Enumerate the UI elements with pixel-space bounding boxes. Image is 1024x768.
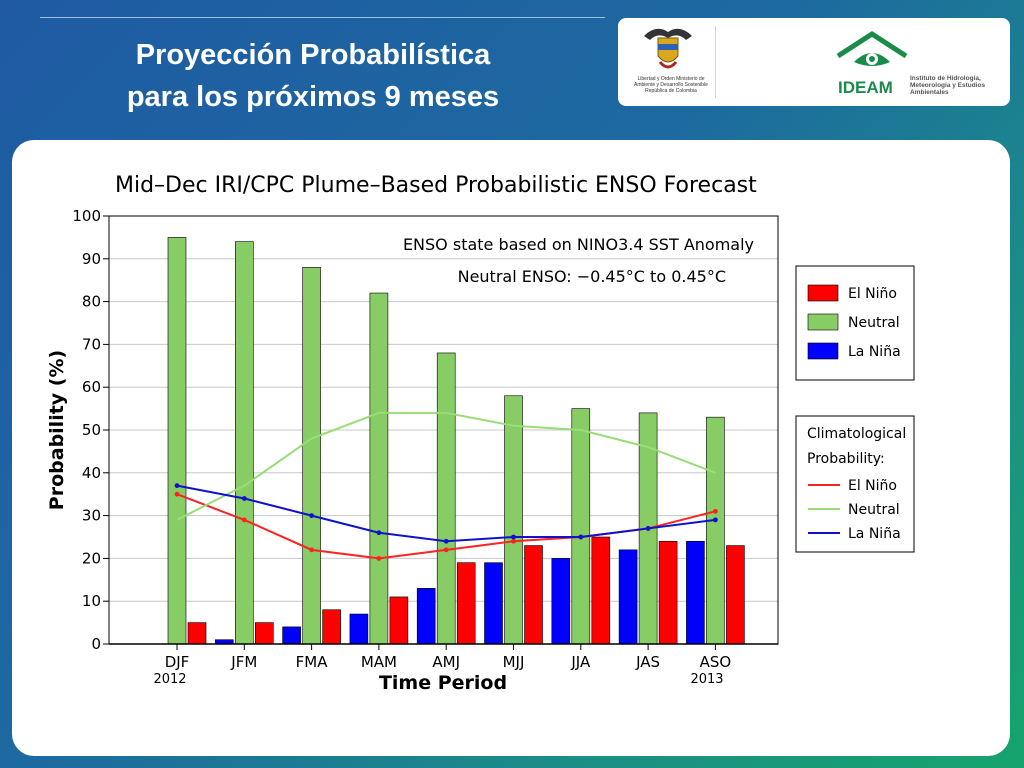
y-tick-label: 50 — [82, 421, 101, 439]
y-tick-label: 100 — [72, 207, 101, 225]
climatology-point-el-nino — [443, 547, 449, 553]
climatology-point-la-nina — [645, 526, 651, 531]
climatology-legend-label-el-nino: El Niño — [848, 478, 897, 494]
climatology-point-la-nina — [174, 483, 180, 489]
bar-el-nino — [389, 596, 409, 645]
climatology-point-la-nina — [376, 530, 382, 536]
bar-la-nina — [551, 558, 571, 645]
bar-el-nino — [658, 540, 678, 645]
bar-la-nina — [484, 562, 503, 645]
bar-el-nino — [524, 545, 543, 645]
x-axis-label: Time Period — [379, 672, 507, 694]
ideam-wordmark: IDEAM — [838, 78, 893, 97]
year-label-first: 2012 — [153, 672, 186, 687]
chart-title: Mid–Dec IRI/CPC Plume–Based Probabilisti… — [115, 173, 757, 198]
bar-neutral — [571, 408, 591, 645]
ideam-logo-icon — [836, 31, 908, 66]
bar-el-nino — [322, 609, 341, 645]
climatology-point-el-nino — [713, 508, 718, 514]
x-tick-label: DJF — [165, 653, 190, 671]
climatology-title-line2: Probability: — [807, 451, 885, 467]
slide-title: Proyección Probabilística para los próxi… — [78, 34, 548, 118]
y-tick-label: 30 — [82, 507, 101, 525]
climatology-point-la-nina — [443, 538, 449, 544]
bar-la-nina — [686, 540, 705, 645]
y-tick-label: 40 — [82, 464, 101, 482]
bar-neutral — [235, 241, 254, 645]
climatology-point-el-nino — [309, 547, 314, 553]
climatology-point-la-nina — [241, 496, 247, 501]
x-tick-label: AMJ — [432, 653, 460, 671]
y-tick-label: 60 — [82, 378, 101, 396]
climatology-line-neutral — [176, 411, 716, 521]
legend-swatch-el-nino — [807, 284, 839, 302]
bar-la-nina — [282, 626, 301, 645]
bar-neutral — [504, 395, 523, 645]
climatology-point-la-nina — [713, 517, 718, 523]
legend-label-la-nina: La Niña — [848, 344, 901, 360]
bar-el-nino — [187, 622, 207, 645]
y-tick-label: 90 — [82, 250, 101, 268]
legend-swatch-neutral — [807, 313, 839, 331]
year-label-last: 2013 — [690, 672, 723, 687]
climatology-point-el-nino — [174, 491, 180, 497]
y-tick-label: 70 — [82, 335, 101, 353]
climatology-point-el-nino — [241, 517, 247, 523]
climatology-point-el-nino — [511, 538, 516, 544]
bar-el-nino — [726, 545, 745, 645]
bar-el-nino — [255, 622, 274, 645]
bar-neutral — [167, 237, 187, 645]
x-tick-label: JAS — [635, 653, 660, 671]
climatology-legend-label-la-nina: La Niña — [848, 526, 901, 542]
x-tick-label: JFM — [230, 653, 257, 671]
x-tick-label: JJA — [570, 653, 591, 671]
y-tick-label: 80 — [82, 293, 101, 311]
x-tick-label: ASO — [700, 653, 732, 671]
climatology-legend-label-neutral: Neutral — [848, 502, 900, 518]
logo-box: Libertad y Orden Ministerio de Ambiente … — [618, 18, 1010, 106]
bar-la-nina — [416, 588, 436, 645]
x-tick-label: FMA — [296, 653, 329, 671]
bar-neutral — [369, 292, 389, 645]
slide-title-line2: para los próximos 9 meses — [126, 81, 500, 113]
x-tick-label: MJJ — [503, 653, 525, 671]
legend-label-neutral: Neutral — [848, 315, 900, 331]
climatology-point-la-nina — [309, 513, 314, 518]
series-legend: El Niño Neutral La Niña — [795, 265, 915, 381]
legend-swatch-la-nina — [807, 342, 839, 360]
slide-title-line1: Proyección Probabilística — [135, 39, 491, 71]
climatology-legend: Climatological Probability: El Niño Neutr… — [795, 415, 915, 553]
climatology-title-line1: Climatological — [807, 426, 906, 442]
climatology-point-la-nina — [578, 534, 584, 540]
ministerio-text: Libertad y Orden Ministerio de Ambiente … — [634, 76, 708, 94]
content-panel: Mid–Dec IRI/CPC Plume–Based Probabilisti… — [12, 140, 1010, 756]
y-tick-label: 0 — [91, 635, 101, 653]
enso-chart: Mid–Dec IRI/CPC Plume–Based Probabilisti… — [46, 173, 915, 694]
legend-label-el-nino: El Niño — [848, 286, 897, 302]
bar-el-nino — [591, 536, 611, 645]
y-axis-label: Probability (%) — [46, 350, 68, 510]
logo-divider — [715, 26, 716, 98]
bar-el-nino — [456, 562, 476, 645]
y-tick-label: 10 — [82, 592, 101, 610]
plot-area — [109, 215, 778, 645]
bar-la-nina — [618, 549, 638, 645]
annotation-line1: ENSO state based on NINO3.4 SST Anomaly — [403, 235, 754, 254]
y-tick-label: 20 — [82, 549, 101, 567]
bar-neutral — [436, 352, 456, 645]
title-rule — [40, 17, 605, 18]
colombia-coat-of-arms-icon — [644, 28, 692, 69]
instituto-text: Instituto de Hidrología, Meteorología y … — [910, 75, 986, 96]
climatology-point-la-nina — [511, 534, 516, 540]
axes: 0 10 20 30 40 50 60 70 80 90 100 DJF JFM FMA MAM AMJ MJJ… — [72, 207, 779, 671]
bar-la-nina — [349, 613, 369, 645]
annotation-line2: Neutral ENSO: −0.45°C to 0.45°C — [458, 267, 726, 286]
bar-neutral — [302, 267, 321, 645]
climatology-point-el-nino — [376, 556, 382, 561]
bar-neutral — [706, 416, 725, 645]
x-tick-label: MAM — [361, 653, 397, 671]
